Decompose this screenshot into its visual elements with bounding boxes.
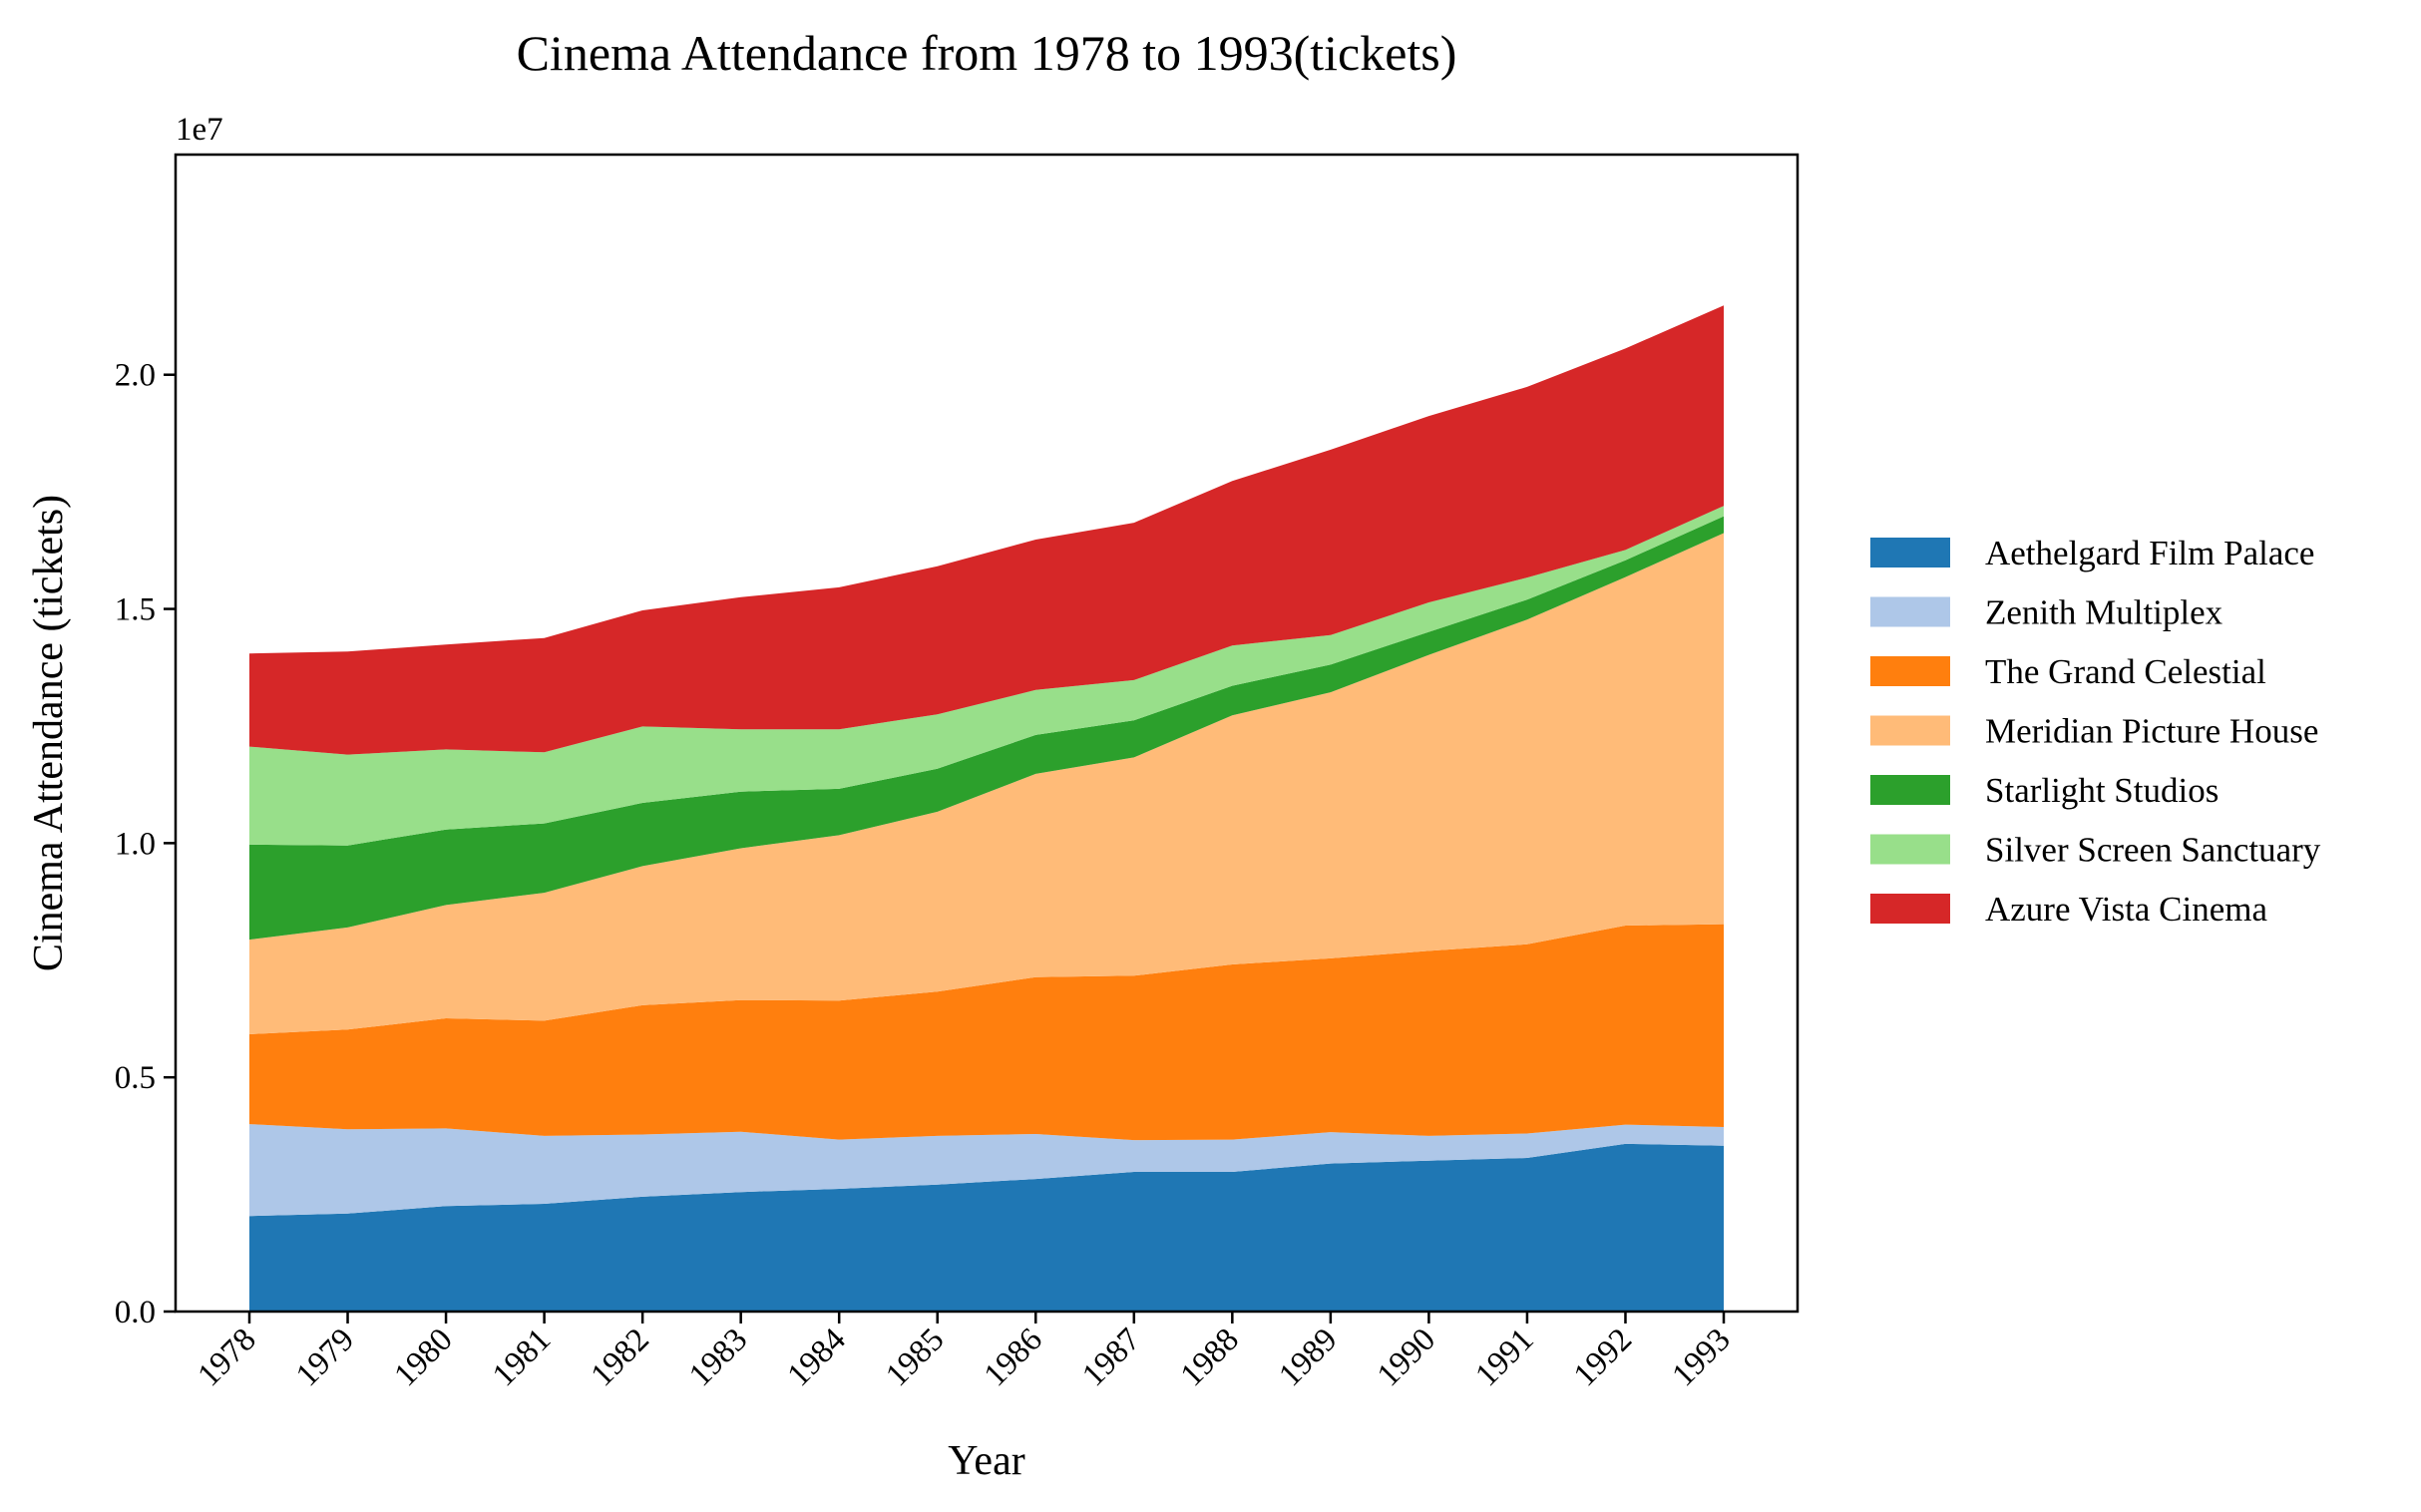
area-starlight-studios (249, 516, 1724, 941)
y-tick-label: 0.0 (115, 1295, 156, 1330)
x-tick-label: 1980 (388, 1322, 460, 1393)
legend-swatch (1870, 538, 1950, 567)
legend-swatch (1870, 894, 1950, 924)
legend-label: Silver Screen Sanctuary (1985, 831, 2321, 870)
legend-swatch (1870, 834, 1950, 865)
x-tick-label: 1985 (879, 1322, 951, 1393)
legend-label: Meridian Picture House (1985, 712, 2318, 751)
chart-title: Cinema Attendance from 1978 to 1993(tick… (517, 25, 1457, 81)
y-axis-label: Cinema Attendance (tickets) (26, 495, 72, 971)
y-axis: 0.0 0.5 1.0 1.5 2.0 (115, 358, 176, 1330)
x-tick-label: 1979 (289, 1322, 361, 1393)
x-tick-label: 1978 (192, 1322, 263, 1393)
area-layers (249, 305, 1724, 1312)
y-tick-label: 1.0 (115, 826, 156, 862)
x-tick-label: 1984 (781, 1322, 853, 1393)
x-tick-label: 1992 (1567, 1322, 1639, 1393)
x-tick-label: 1982 (585, 1322, 656, 1393)
legend: Aethelgard Film Palace Zenith Multiplex Th… (1870, 534, 2321, 929)
area-aethelgard-film-palace (249, 1143, 1724, 1312)
legend-swatch (1870, 715, 1950, 746)
x-tick-label: 1987 (1075, 1322, 1147, 1393)
x-tick-label: 1986 (978, 1322, 1049, 1393)
y-tick-label: 0.5 (115, 1060, 156, 1096)
y-offset-label: 1e7 (176, 112, 223, 148)
legend-label: Starlight Studios (1985, 771, 2219, 810)
area-zenith-multiplex (249, 1124, 1724, 1217)
x-axis-label: Year (948, 1438, 1024, 1484)
y-tick-label: 1.5 (115, 592, 156, 628)
y-tick-label: 2.0 (115, 358, 156, 394)
x-tick-label: 1993 (1666, 1322, 1738, 1393)
x-axis: 1978 1979 1980 1981 1982 1983 1984 1985 1986 1987… (192, 1312, 1738, 1393)
plot-frame (174, 153, 1800, 1314)
x-tick-label: 1983 (682, 1322, 754, 1393)
legend-label: Azure Vista Cinema (1985, 890, 2267, 929)
x-tick-label: 1981 (486, 1322, 558, 1393)
legend-label: Zenith Multiplex (1985, 593, 2223, 632)
legend-label: The Grand Celestial (1985, 652, 2266, 691)
area-silver-screen-sanctuary (249, 506, 1724, 846)
area-the-grand-celestial (249, 924, 1724, 1141)
x-tick-label: 1989 (1272, 1322, 1344, 1393)
legend-swatch (1870, 775, 1950, 805)
legend-swatch (1870, 656, 1950, 686)
legend-label: Aethelgard Film Palace (1985, 534, 2314, 572)
legend-swatch (1870, 596, 1950, 627)
x-tick-label: 1991 (1468, 1322, 1540, 1393)
x-tick-label: 1990 (1371, 1322, 1442, 1393)
area-meridian-picture-house (249, 533, 1724, 1034)
x-tick-label: 1988 (1174, 1322, 1246, 1393)
area-azure-vista-cinema (249, 305, 1724, 755)
